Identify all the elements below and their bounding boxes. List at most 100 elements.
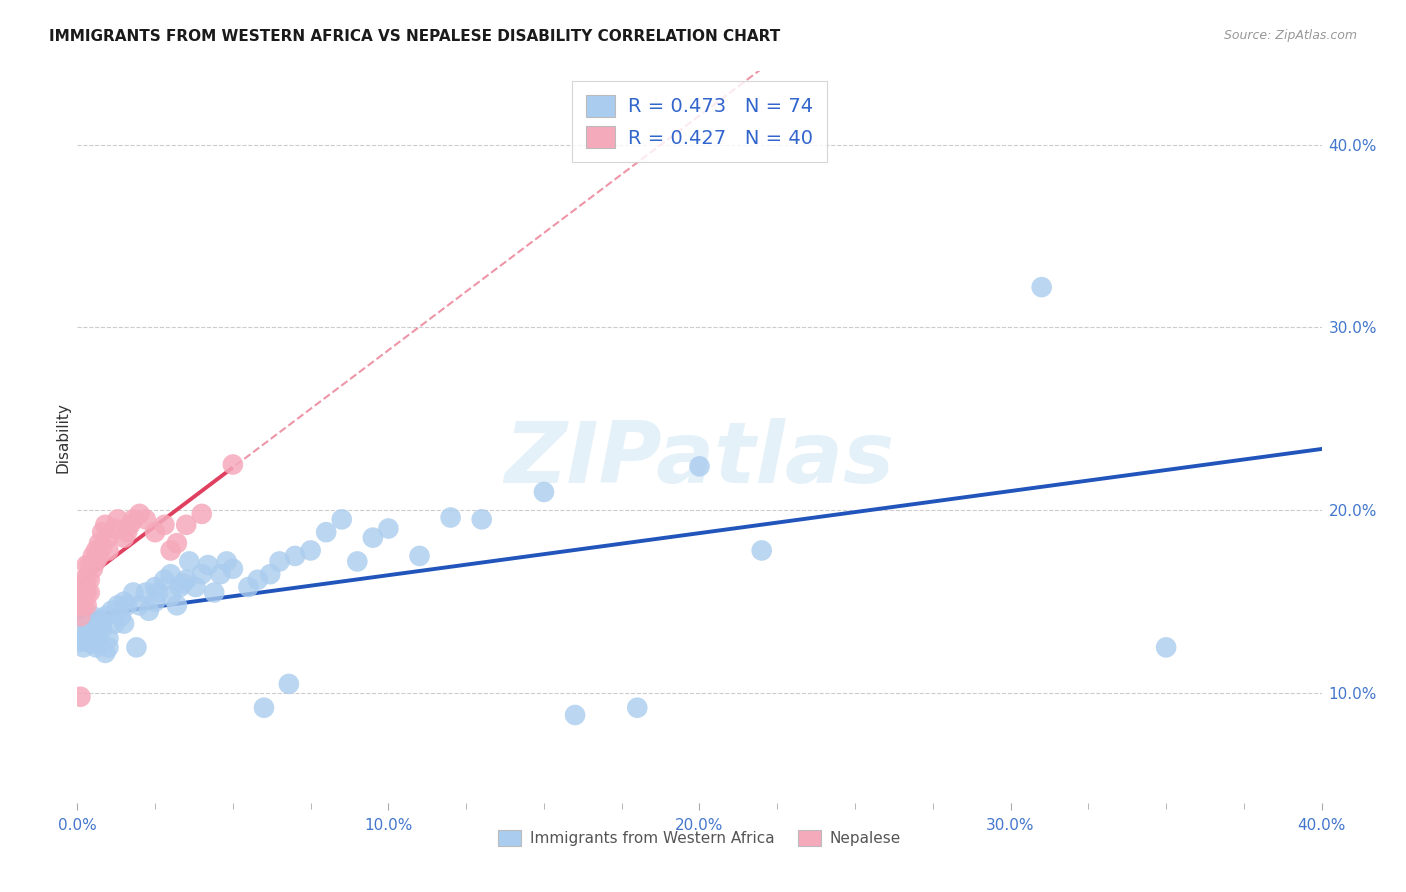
- Point: [148, 585, 170, 599]
- Point: [76, 627, 98, 641]
- Point: [79, 616, 101, 631]
- Point: [751, 543, 773, 558]
- Point: [82, 562, 104, 576]
- Point: [84, 640, 107, 655]
- Point: [259, 567, 281, 582]
- Text: IMMIGRANTS FROM WESTERN AFRICA VS NEPALESE DISABILITY CORRELATION CHART: IMMIGRANTS FROM WESTERN AFRICA VS NEPALE…: [49, 29, 780, 44]
- Point: [1154, 640, 1177, 655]
- Point: [82, 609, 104, 624]
- Point: [128, 507, 150, 521]
- Point: [91, 622, 114, 636]
- Point: [159, 567, 181, 582]
- Point: [69, 635, 91, 649]
- Point: [346, 554, 368, 568]
- Point: [120, 517, 142, 532]
- Point: [69, 622, 91, 636]
- Point: [87, 635, 110, 649]
- Point: [184, 580, 207, 594]
- Point: [143, 525, 166, 540]
- Point: [79, 573, 101, 587]
- Point: [115, 599, 138, 613]
- Point: [76, 599, 98, 613]
- Point: [87, 613, 110, 627]
- Point: [122, 512, 145, 526]
- Point: [190, 567, 214, 582]
- Point: [104, 521, 127, 535]
- Point: [564, 708, 586, 723]
- Point: [69, 599, 91, 613]
- Point: [135, 585, 157, 599]
- Point: [269, 554, 291, 568]
- Point: [299, 543, 322, 558]
- Point: [97, 543, 120, 558]
- Point: [87, 549, 110, 563]
- Point: [76, 558, 98, 573]
- Point: [166, 599, 188, 613]
- Point: [408, 549, 430, 563]
- Point: [1031, 280, 1053, 294]
- Point: [82, 549, 104, 563]
- Point: [238, 580, 260, 594]
- Point: [361, 531, 384, 545]
- Point: [76, 635, 98, 649]
- Point: [69, 585, 91, 599]
- Point: [94, 609, 117, 624]
- Point: [112, 531, 135, 545]
- Point: [222, 562, 245, 576]
- Point: [79, 632, 101, 646]
- Point: [128, 599, 150, 613]
- Point: [84, 543, 107, 558]
- Point: [174, 573, 197, 587]
- Point: [209, 567, 232, 582]
- Point: [115, 525, 138, 540]
- Point: [97, 632, 120, 646]
- Point: [69, 609, 91, 624]
- Text: ZIPatlas: ZIPatlas: [505, 417, 894, 500]
- Point: [172, 576, 194, 591]
- Point: [159, 589, 181, 603]
- Point: [107, 512, 129, 526]
- Point: [72, 585, 94, 599]
- Point: [72, 599, 94, 613]
- Point: [97, 531, 120, 545]
- Point: [174, 517, 197, 532]
- Point: [135, 512, 157, 526]
- Point: [153, 573, 176, 587]
- Point: [94, 646, 117, 660]
- Point: [153, 517, 176, 532]
- Point: [72, 640, 94, 655]
- Point: [79, 558, 101, 573]
- Point: [315, 525, 337, 540]
- Point: [91, 525, 114, 540]
- Point: [471, 512, 494, 526]
- Point: [76, 585, 98, 599]
- Point: [689, 459, 711, 474]
- Point: [143, 580, 166, 594]
- Point: [626, 700, 648, 714]
- Point: [277, 677, 299, 691]
- Point: [110, 609, 132, 624]
- Point: [87, 536, 110, 550]
- Point: [138, 604, 160, 618]
- Point: [169, 580, 191, 594]
- Point: [439, 510, 461, 524]
- Point: [76, 573, 98, 587]
- Point: [112, 594, 135, 608]
- Point: [72, 613, 94, 627]
- Point: [143, 594, 166, 608]
- Point: [122, 585, 145, 599]
- Point: [100, 604, 122, 618]
- Point: [69, 690, 91, 704]
- Point: [533, 485, 555, 500]
- Point: [202, 585, 225, 599]
- Point: [190, 507, 214, 521]
- Point: [253, 700, 276, 714]
- Point: [197, 558, 219, 573]
- Point: [284, 549, 307, 563]
- Point: [222, 458, 245, 472]
- Legend: Immigrants from Western Africa, Nepalese: Immigrants from Western Africa, Nepalese: [498, 830, 901, 847]
- Point: [72, 573, 94, 587]
- Point: [125, 640, 148, 655]
- Point: [91, 540, 114, 554]
- Point: [97, 640, 120, 655]
